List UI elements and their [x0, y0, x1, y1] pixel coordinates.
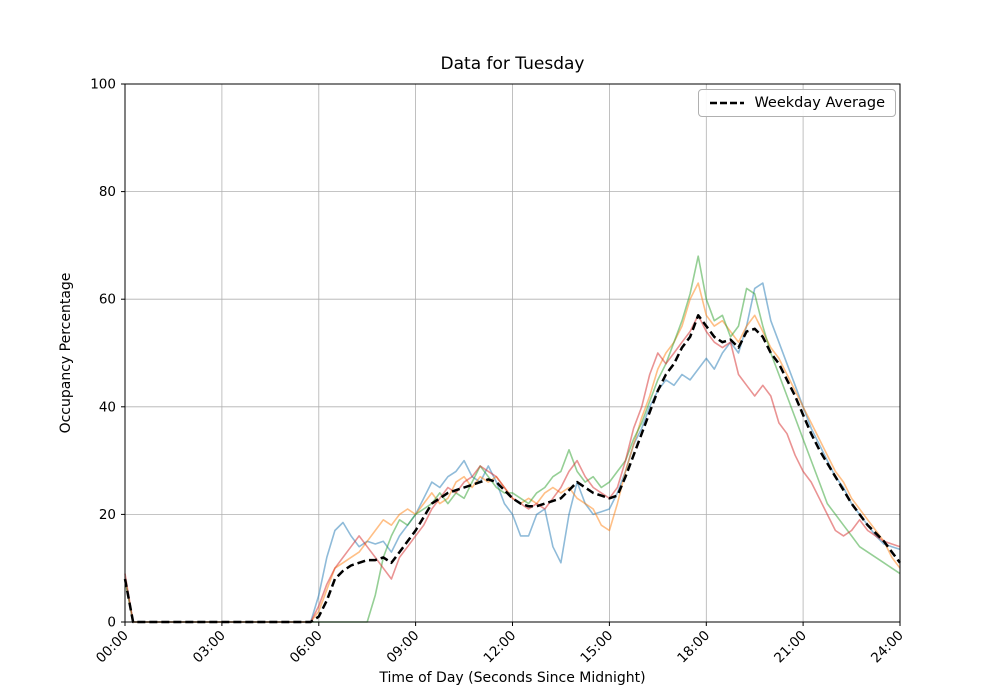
y-tick-label: 20: [99, 507, 116, 523]
x-tick-label: 12:00: [481, 628, 520, 667]
legend: Weekday Average: [698, 89, 896, 117]
y-axis-label: Occupancy Percentage: [58, 272, 74, 434]
y-tick-label: 80: [99, 184, 116, 200]
x-tick-label: 15:00: [577, 628, 616, 667]
x-tick-label: 03:00: [190, 628, 229, 667]
y-tick-label: 60: [99, 292, 116, 308]
y-tick-label: 40: [99, 399, 116, 415]
y-tick-label: 100: [90, 77, 116, 93]
x-tick-label: 00:00: [93, 628, 132, 667]
x-tick-label: 21:00: [771, 628, 810, 667]
legend-label: Weekday Average: [754, 95, 885, 111]
chart-title: Data for Tuesday: [440, 54, 585, 74]
legend-dashed-line-icon: [710, 101, 745, 105]
x-tick-label: 18:00: [674, 628, 713, 667]
x-tick-label: 06:00: [287, 628, 326, 667]
x-tick-label: 24:00: [868, 628, 907, 667]
y-tick-label: 0: [107, 615, 116, 631]
x-tick-label: 09:00: [384, 628, 423, 667]
x-axis-label: Time of Day (Seconds Since Midnight): [379, 670, 646, 686]
